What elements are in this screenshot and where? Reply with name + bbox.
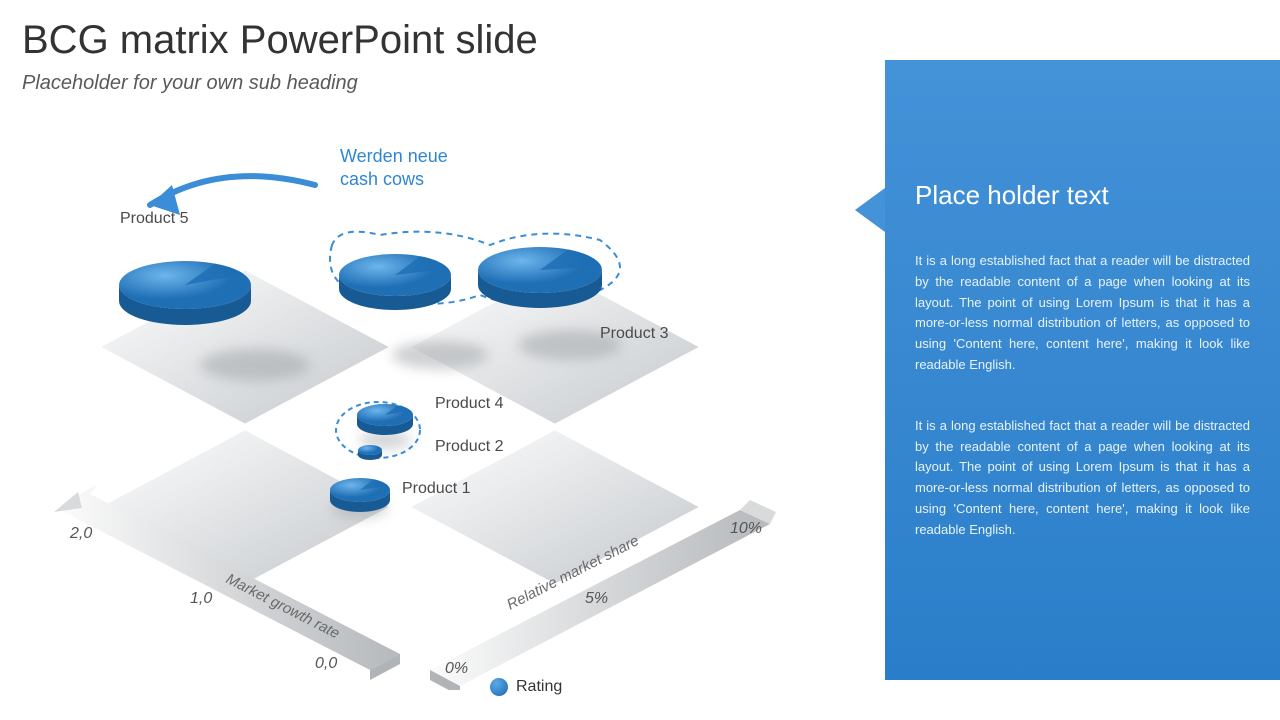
sidebar-panel: Place holder text It is a long establish… (885, 60, 1280, 680)
chart-legend: Rating (490, 678, 562, 696)
y-tick-2: 2,0 (70, 525, 92, 543)
product-3-label: Product 3 (600, 325, 668, 343)
product-1-label: Product 1 (402, 480, 470, 498)
product-2-label: Product 2 (435, 438, 503, 456)
sidebar-paragraph-2: It is a long established fact that a rea… (915, 416, 1250, 541)
sidebar-paragraph-1: It is a long established fact that a rea… (915, 251, 1250, 376)
product-4-label: Product 4 (435, 395, 503, 413)
sidebar-pointer-icon (855, 188, 885, 232)
x-tick-1: 5% (585, 590, 608, 608)
y-tick-0: 0,0 (315, 655, 337, 673)
bcg-matrix-chart: Market growth rate Relative market share… (40, 130, 820, 690)
page-subtitle: Placeholder for your own sub heading (22, 72, 358, 95)
y-axis-label: Market growth rate (223, 570, 342, 642)
sidebar-title: Place holder text (915, 180, 1250, 211)
callout-label: Werden neuecash cows (340, 145, 448, 192)
x-tick-2: 10% (730, 520, 762, 538)
product-5-label: Product 5 (120, 210, 188, 228)
legend-label: Rating (516, 678, 562, 696)
page-title: BCG matrix PowerPoint slide (22, 18, 538, 63)
legend-dot-icon (490, 678, 508, 696)
x-tick-0: 0% (445, 660, 468, 678)
y-tick-1: 1,0 (190, 590, 212, 608)
